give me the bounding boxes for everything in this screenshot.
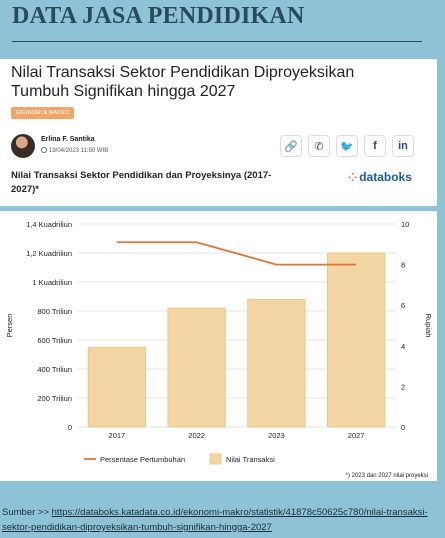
right-tick-label: 10 (401, 220, 409, 229)
left-tick-label: 400 Triliun (37, 365, 72, 374)
left-axis-label: Persen (5, 314, 14, 338)
x-tick-label: 2027 (348, 431, 365, 440)
chart-card: 0 200 Triliun 400 Triliun 600 Triliun 800 Tr… (0, 211, 437, 481)
databoks-logo[interactable]: ⁘ databoks (348, 170, 412, 184)
legend-item: Nilai Transaksi (226, 455, 275, 464)
databoks-brand: databoks (359, 170, 412, 184)
article-headline[interactable]: Nilai Transaksi Sektor Pendidikan Diproy… (11, 64, 355, 100)
whatsapp-icon[interactable]: ✆ (308, 135, 330, 157)
slide-title: DATA JASA PENDIDIKAN (12, 3, 305, 29)
right-tick-label: 8 (401, 261, 405, 270)
left-tick-label: 1,4 Kuadriliun (26, 220, 72, 229)
author-avatar (11, 134, 35, 158)
growth-line (116, 241, 357, 266)
left-tick-label: 600 Triliun (37, 336, 72, 345)
source-prefix: Sumber >> (2, 507, 52, 518)
databoks-logo-icon: ⁘ (348, 172, 358, 184)
title-divider (12, 41, 422, 42)
linkedin-icon[interactable]: in (392, 135, 414, 157)
left-tick-label: 200 Triliun (37, 394, 72, 403)
right-tick-label: 4 (401, 342, 405, 351)
article-header-card: Nilai Transaksi Sektor Pendidikan Diproy… (0, 59, 437, 206)
bar (87, 346, 146, 428)
bar (167, 307, 226, 428)
legend-bar-swatch (209, 453, 222, 465)
legend-item: Persentase Pertumbuhan (100, 455, 185, 464)
publish-date-text: 19/04/2023 11:50 WIB (49, 148, 109, 154)
facebook-icon[interactable]: f (364, 135, 386, 157)
category-badge[interactable]: EKONOMI & MAKRO (11, 107, 74, 119)
left-tick-label: 0 (68, 423, 72, 432)
right-axis-label: Rupiah (424, 314, 433, 338)
source-link[interactable]: https://databoks.katadata.co.id/ekonomi-… (2, 507, 428, 533)
right-tick-label: 6 (401, 301, 405, 310)
x-tick-label: 2022 (188, 431, 205, 440)
left-tick-label: 800 Triliun (37, 307, 72, 316)
x-tick-label: 2023 (268, 431, 285, 440)
author-name[interactable]: Erlina F. Santika (41, 136, 95, 143)
x-tick-label: 2017 (109, 431, 126, 440)
right-tick-label: 0 (401, 423, 405, 432)
source-line: Sumber >> https://databoks.katadata.co.i… (2, 505, 443, 535)
right-tick-label: 2 (401, 382, 405, 391)
twitter-icon[interactable]: 🐦 (336, 135, 358, 157)
bar (327, 252, 386, 428)
left-tick-label: 1,2 Kuadriliun (26, 249, 72, 258)
chart-title: Nilai Transaksi Sektor Pendidikan dan Pr… (11, 170, 272, 195)
bar (247, 299, 306, 428)
left-tick-label: 1 Kuadriliun (32, 278, 72, 287)
chart-note: *) 2023 dan 2027 nilai proyeksi (346, 473, 428, 479)
link-icon[interactable]: 🔗 (280, 135, 302, 157)
chart-svg: 0 200 Triliun 400 Triliun 600 Triliun 800 Tr… (5, 220, 433, 479)
clock-icon (41, 147, 47, 153)
publish-date: 19/04/2023 11:50 WIB (41, 147, 108, 154)
